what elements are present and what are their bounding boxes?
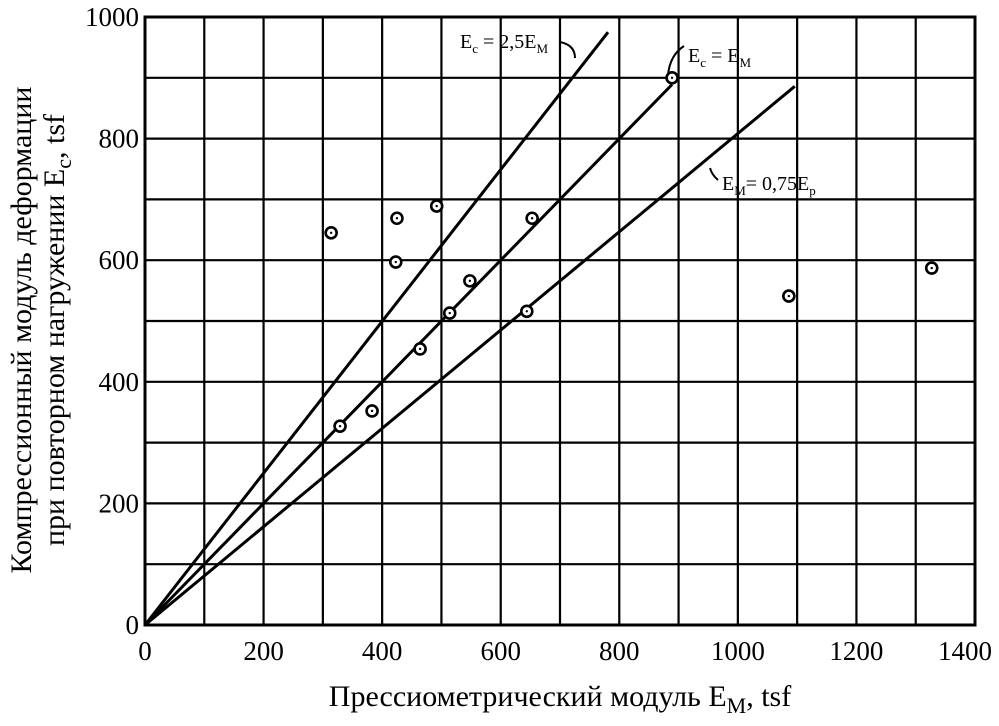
reference-line bbox=[143, 31, 610, 626]
data-point-center bbox=[394, 260, 397, 264]
y-tick-label: 400 bbox=[99, 367, 140, 397]
data-point-center bbox=[530, 217, 534, 220]
y-tick-label: 600 bbox=[99, 245, 140, 275]
data-point-center bbox=[338, 424, 342, 428]
x-tick-label: 1000 bbox=[711, 636, 765, 666]
data-point-center bbox=[468, 279, 472, 283]
x-tick-label: 1200 bbox=[829, 636, 883, 666]
data-point-center bbox=[670, 76, 674, 80]
x-tick-label: 0 bbox=[138, 636, 152, 666]
line-label: Ec = EM bbox=[688, 45, 752, 70]
data-point-center bbox=[525, 310, 528, 313]
x-tick-label: 800 bbox=[599, 636, 640, 666]
plot-frame bbox=[143, 15, 977, 627]
label-leader bbox=[709, 167, 719, 181]
line-labels: Ec = 2,5EM Ec = EM EM= 0,75Ep bbox=[460, 31, 816, 198]
x-axis-label: Прессиометрический модуль EM, tsf bbox=[329, 680, 791, 718]
y-axis-label-line2: при повторном нагружении Ec, tsf bbox=[38, 114, 76, 546]
line-label: Ec = 2,5EM bbox=[460, 31, 549, 56]
x-tick-label: 1400 bbox=[938, 636, 992, 666]
y-tick-labels: 0 200 400 600 800 1000 bbox=[85, 2, 139, 640]
x-tick-label: 200 bbox=[243, 636, 284, 666]
data-point-center bbox=[787, 294, 791, 298]
data-point-center bbox=[329, 231, 333, 235]
x-tick-labels: 0 200 400 600 800 1000 1200 1400 bbox=[138, 636, 992, 666]
y-tick-label: 200 bbox=[99, 488, 140, 518]
data-point-center bbox=[448, 311, 451, 315]
x-tick-label: 400 bbox=[362, 636, 403, 666]
reference-lines bbox=[143, 31, 796, 627]
y-axis-label-line1: Компрессионный модуль деформации bbox=[5, 87, 38, 574]
data-point-center bbox=[395, 217, 399, 220]
label-leader bbox=[559, 41, 576, 59]
reference-line bbox=[143, 83, 674, 627]
y-tick-label: 1000 bbox=[85, 2, 139, 32]
data-point-center bbox=[370, 409, 374, 413]
y-tick-label: 800 bbox=[99, 124, 140, 154]
data-point-center bbox=[435, 204, 438, 208]
label-leader bbox=[667, 45, 685, 76]
reference-line bbox=[144, 85, 796, 627]
data-point-center bbox=[930, 266, 933, 270]
grid bbox=[143, 15, 977, 627]
x-tick-label: 600 bbox=[480, 636, 521, 666]
line-label: EM= 0,75Ep bbox=[722, 173, 816, 198]
data-points bbox=[324, 71, 939, 433]
data-point-center bbox=[418, 347, 422, 351]
y-tick-label: 0 bbox=[126, 610, 140, 640]
